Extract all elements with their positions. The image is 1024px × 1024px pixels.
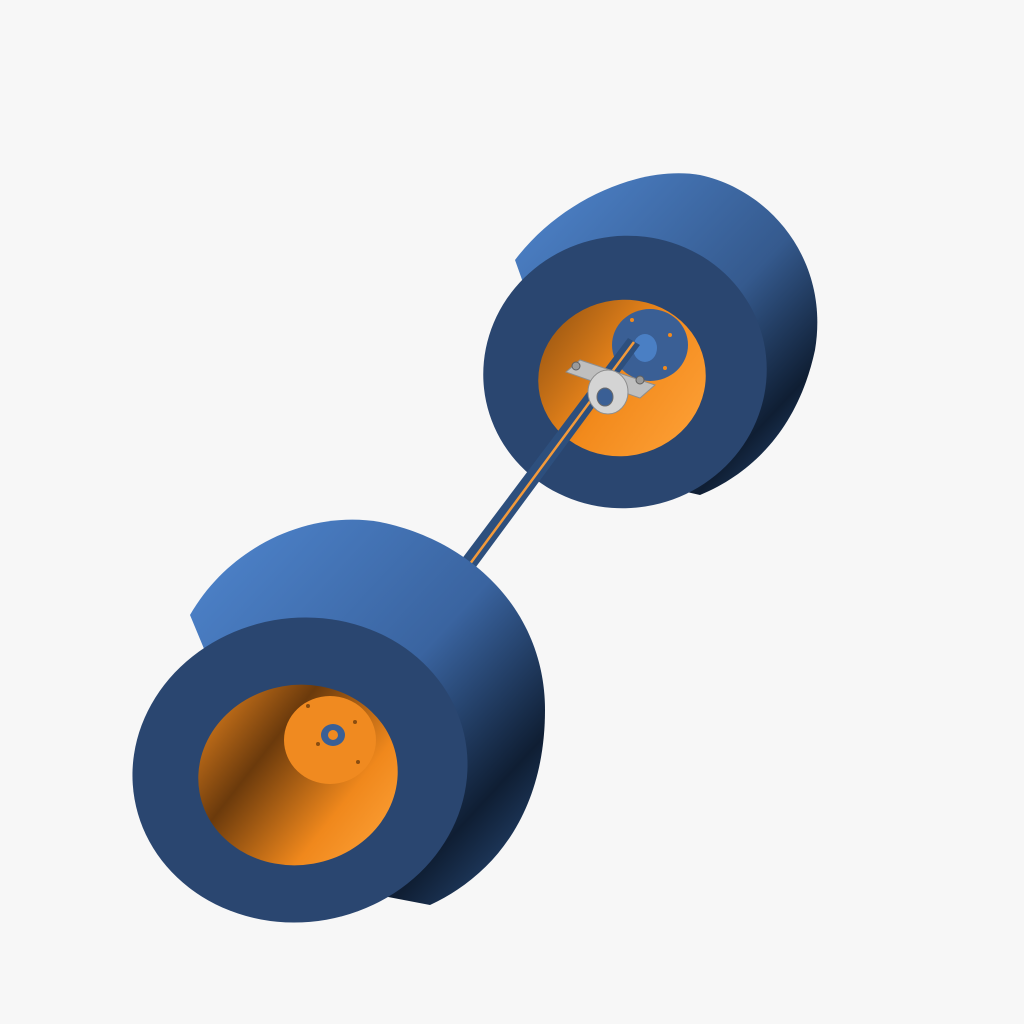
near-hub-hole	[356, 760, 360, 764]
near-hub-hole	[316, 742, 320, 746]
bearing-bolt-icon	[571, 361, 581, 371]
bearing-bolt-icon	[635, 375, 645, 385]
pillow-block-bearing[interactable]	[565, 359, 656, 415]
far-wheel[interactable]	[458, 173, 818, 534]
far-coupling	[633, 334, 657, 362]
bearing-bore	[596, 387, 614, 407]
near-hub-bore	[328, 730, 338, 740]
far-hub-hole	[668, 333, 672, 337]
near-wheel[interactable]	[108, 519, 545, 949]
near-hub-hole	[353, 720, 357, 724]
far-hub-hole	[663, 366, 667, 370]
far-hub-hole	[630, 318, 634, 322]
near-hub-hole	[306, 704, 310, 708]
